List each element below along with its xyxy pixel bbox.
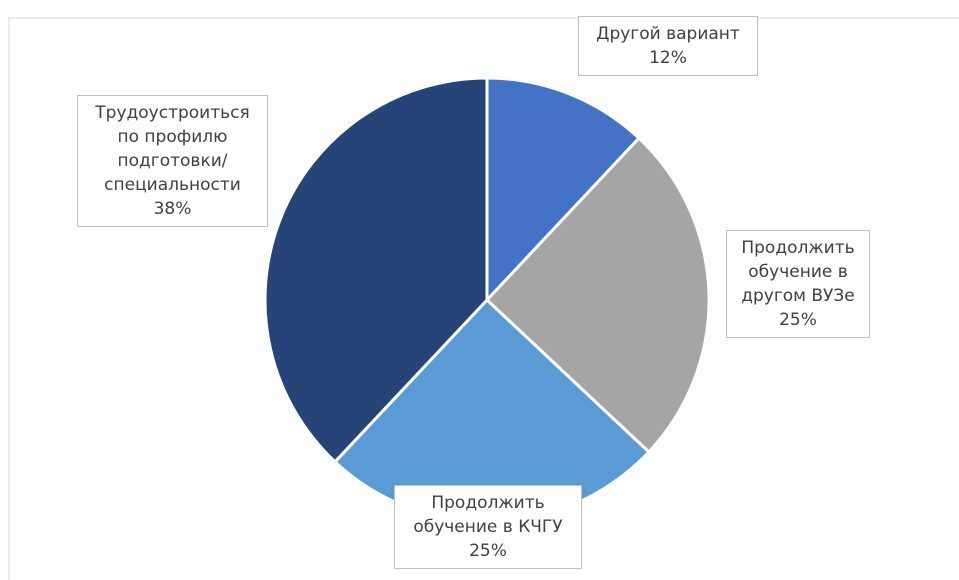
pie-slice xyxy=(263,76,489,464)
category-label: Трудоустроиться по профилю подготовки/сп… xyxy=(95,103,250,195)
value-label: 25% xyxy=(779,310,817,330)
pie-slice xyxy=(485,76,642,304)
value-label: 25% xyxy=(469,541,507,561)
data-label: Другой вариант 12% xyxy=(578,16,758,76)
chart-frame xyxy=(8,17,959,580)
value-label: 38% xyxy=(153,199,192,219)
value-label: 12% xyxy=(649,48,687,68)
data-label: Продолжить обучение в другом ВУЗе 25% xyxy=(726,230,870,338)
pie xyxy=(263,76,711,524)
data-label: Продолжить обучение в КЧГУ 25% xyxy=(394,485,582,569)
category-label: Продолжить обучение в КЧГУ xyxy=(413,493,563,537)
pie-slice xyxy=(484,136,711,455)
category-label: Продолжить обучение в другом ВУЗе xyxy=(741,238,855,306)
category-label: Другой вариант xyxy=(596,24,740,44)
data-label: Трудоустроиться по профилю подготовки/сп… xyxy=(77,95,268,227)
